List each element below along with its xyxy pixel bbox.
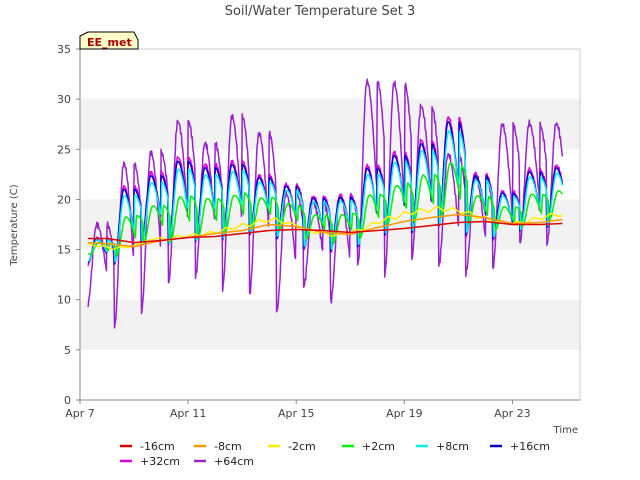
- grid-band: [80, 299, 580, 350]
- x-tick-label: Apr 11: [170, 407, 207, 420]
- grid-band: [80, 49, 580, 100]
- y-tick-label: 35: [57, 43, 71, 56]
- x-axis-label: Time: [553, 425, 578, 436]
- x-tick-label: Apr 7: [65, 407, 95, 420]
- legend-label: +8cm: [436, 440, 469, 453]
- y-tick-label: 15: [57, 244, 71, 257]
- legend-label: -2cm: [288, 440, 316, 453]
- x-tick-label: Apr 23: [494, 407, 531, 420]
- y-tick-label: 10: [57, 294, 71, 307]
- x-tick-label: Apr 15: [278, 407, 315, 420]
- site-label-box: EE_met: [79, 31, 139, 50]
- series-line-2cm: [87, 162, 564, 257]
- y-axis-label: Temperature (C): [9, 184, 20, 266]
- y-tick-label: 30: [57, 93, 71, 106]
- axes: 0 5 10 15 20 25 30 35 Apr 7 Apr 11 Apr 15 Apr 19 Apr…: [57, 43, 580, 420]
- legend-label: +16cm: [510, 440, 550, 453]
- legend-label: +64cm: [214, 455, 254, 468]
- series-line-16cm: [88, 220, 563, 244]
- y-tick-label: 5: [64, 344, 71, 357]
- legend-label: +32cm: [140, 455, 180, 468]
- series-layer: [87, 78, 564, 329]
- grid-band: [80, 99, 580, 150]
- chart-title: Soil/Water Temperature Set 3: [225, 4, 416, 19]
- x-tick-label: Apr 19: [386, 407, 423, 420]
- site-label: EE_met: [87, 36, 132, 49]
- y-tick-label: 0: [64, 394, 71, 407]
- legend-label: -16cm: [140, 440, 175, 453]
- legend: -16cm -8cm -2cm +2cm +8cm +16cm +32cm +64cm: [120, 440, 550, 468]
- y-tick-label: 20: [57, 193, 71, 206]
- grid-band: [80, 349, 580, 400]
- legend-label: +2cm: [362, 440, 395, 453]
- legend-label: -8cm: [214, 440, 242, 453]
- y-tick-label: 25: [57, 143, 71, 156]
- series-line-8cm: [87, 130, 564, 263]
